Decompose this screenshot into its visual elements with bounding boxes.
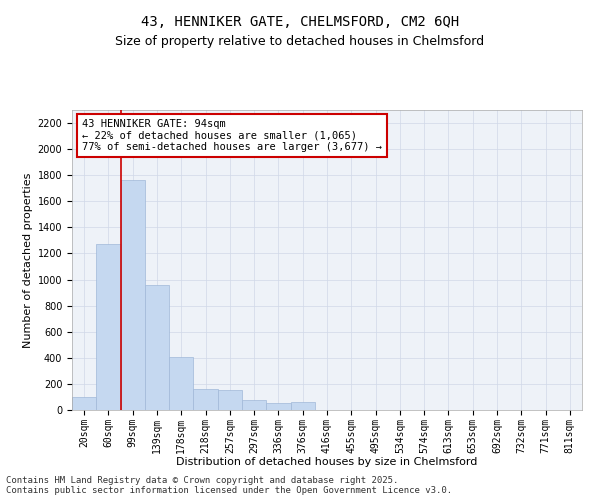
Bar <box>290 402 315 410</box>
Bar <box>145 285 169 410</box>
Text: Contains HM Land Registry data © Crown copyright and database right 2025.
Contai: Contains HM Land Registry data © Crown c… <box>6 476 452 495</box>
Bar <box>96 244 121 410</box>
Bar <box>242 400 266 410</box>
Bar <box>193 389 218 410</box>
Bar <box>266 404 290 410</box>
Y-axis label: Number of detached properties: Number of detached properties <box>23 172 34 348</box>
Bar <box>218 390 242 410</box>
Bar <box>121 180 145 410</box>
Bar <box>72 397 96 410</box>
X-axis label: Distribution of detached houses by size in Chelmsford: Distribution of detached houses by size … <box>176 457 478 467</box>
Text: 43, HENNIKER GATE, CHELMSFORD, CM2 6QH: 43, HENNIKER GATE, CHELMSFORD, CM2 6QH <box>141 15 459 29</box>
Text: Size of property relative to detached houses in Chelmsford: Size of property relative to detached ho… <box>115 35 485 48</box>
Text: 43 HENNIKER GATE: 94sqm
← 22% of detached houses are smaller (1,065)
77% of semi: 43 HENNIKER GATE: 94sqm ← 22% of detache… <box>82 119 382 152</box>
Bar <box>169 356 193 410</box>
